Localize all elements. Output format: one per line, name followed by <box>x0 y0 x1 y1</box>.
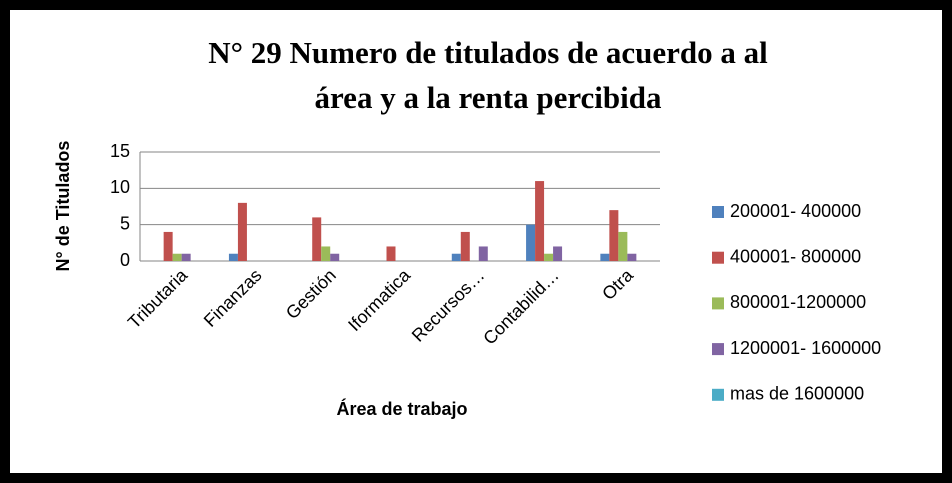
chart-title: área y a la renta percibida <box>314 80 662 115</box>
bar <box>451 253 461 261</box>
bar <box>386 246 396 261</box>
bar <box>478 246 488 261</box>
x-axis-label: Área de trabajo <box>336 398 467 419</box>
y-tick-label: 0 <box>120 250 130 270</box>
legend-label: 1200001- 1600000 <box>730 338 881 358</box>
bar <box>163 231 173 261</box>
chart-title: N° 29 Numero de titulados de acuerdo a a… <box>208 35 768 70</box>
y-tick-label: 10 <box>110 177 130 197</box>
y-tick-label: 15 <box>110 141 130 161</box>
y-tick-label: 5 <box>120 213 130 233</box>
bar <box>460 231 470 261</box>
legend-label: mas de 1600000 <box>730 384 864 404</box>
legend-label: 200001- 400000 <box>730 201 861 221</box>
bar <box>181 253 191 261</box>
bar <box>237 202 247 261</box>
bar <box>312 217 322 261</box>
bar <box>228 253 238 261</box>
legend-swatch <box>712 206 724 218</box>
bar <box>535 181 545 261</box>
bar <box>172 253 182 261</box>
bar <box>609 210 619 261</box>
bar <box>526 224 536 261</box>
legend-label: 400001- 800000 <box>730 246 861 266</box>
bar <box>330 253 340 261</box>
bar <box>544 253 554 261</box>
y-axis-label: N° de Titulados <box>53 141 73 272</box>
legend-swatch <box>712 343 724 356</box>
legend-swatch <box>712 388 724 401</box>
legend-swatch <box>712 251 724 264</box>
bar <box>553 246 563 261</box>
legend-swatch <box>712 297 724 310</box>
bar <box>600 253 610 261</box>
bar <box>321 246 331 261</box>
legend-label: 800001-1200000 <box>730 292 866 312</box>
bar <box>618 231 628 261</box>
bar <box>627 253 637 261</box>
